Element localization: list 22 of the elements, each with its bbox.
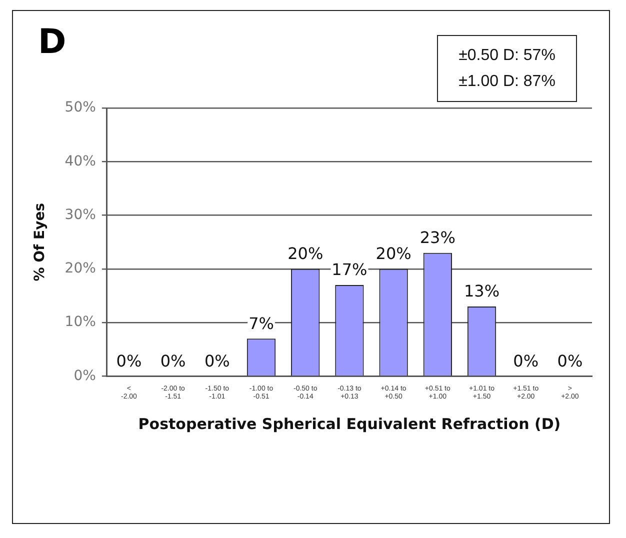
data-label: 0% xyxy=(116,351,142,370)
y-axis-title: % Of Eyes xyxy=(32,202,48,282)
data-label: 0% xyxy=(513,351,539,370)
data-label: 17% xyxy=(332,260,368,280)
data-label: 0% xyxy=(160,351,186,370)
data-label: 7% xyxy=(248,314,274,333)
data-label: 20% xyxy=(288,244,324,264)
text: ±1.00 D: 87% xyxy=(458,72,556,92)
text: ±0.50 D: 57% xyxy=(458,46,556,66)
y-tick-label: 10% xyxy=(64,314,96,330)
data-label: 0% xyxy=(204,351,230,370)
data-label: 20% xyxy=(376,244,412,264)
data-label: 13% xyxy=(464,282,500,301)
data-label: 0% xyxy=(557,351,583,370)
y-tick-label: 50% xyxy=(64,100,96,116)
chart-title: D xyxy=(38,22,66,62)
y-tick-label: 30% xyxy=(64,206,96,223)
x-axis-title: Postoperative Spherical Equivalent Refraction (D) xyxy=(138,414,561,433)
y-tick-label: 40% xyxy=(64,153,96,170)
data-label: 23% xyxy=(420,228,456,247)
y-tick-label: 20% xyxy=(64,260,96,277)
y-tick-label: 0% xyxy=(74,368,96,384)
